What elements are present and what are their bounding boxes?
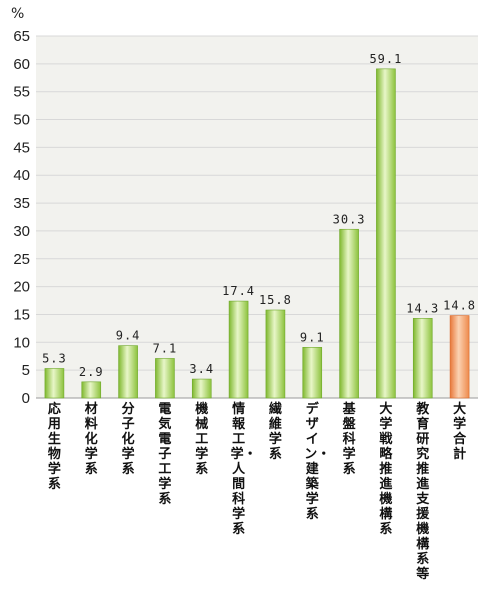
y-tick-label: 55 xyxy=(13,84,30,101)
x-tick-label: 大学戦略推進機構系 xyxy=(379,402,393,537)
x-tick-label: 材料化学系 xyxy=(84,402,98,477)
y-tick-label: 25 xyxy=(13,251,30,268)
y-tick-label: 45 xyxy=(13,139,30,156)
data-label: 3.4 xyxy=(189,362,214,376)
bar xyxy=(265,309,286,399)
bar xyxy=(118,345,138,399)
data-label: 2.9 xyxy=(79,365,104,379)
data-label: 14.3 xyxy=(406,301,439,315)
x-tick-label: 大学合計 xyxy=(453,402,467,462)
x-tick-label: 繊維学系 xyxy=(268,402,282,462)
bar xyxy=(228,300,249,399)
data-label: 9.4 xyxy=(116,329,141,343)
x-tick-label: 分子化学系 xyxy=(121,402,135,477)
y-tick-label: 40 xyxy=(13,167,30,184)
bar xyxy=(376,68,396,399)
y-tick-label: 30 xyxy=(13,223,30,240)
data-label: 30.3 xyxy=(333,212,366,226)
y-tick-label: 50 xyxy=(13,112,30,129)
y-axis-unit: % xyxy=(11,6,25,22)
bar xyxy=(412,318,433,399)
y-tick-label: 10 xyxy=(13,334,30,351)
x-tick-label: 機械工学系 xyxy=(195,402,209,477)
bar xyxy=(155,358,175,399)
y-tick-label: 15 xyxy=(13,306,30,323)
x-tick-label: 教育研究推進支援機構系等 xyxy=(416,402,430,582)
x-tick-label: 情報工学・人間科学系 xyxy=(230,402,257,537)
y-tick-label: 0 xyxy=(22,390,30,407)
x-tick-label: 応用生物学系 xyxy=(47,402,61,492)
y-tick-label: 20 xyxy=(13,279,30,296)
x-tick-label: 電気電子工学系 xyxy=(158,402,172,507)
data-label: 15.8 xyxy=(259,293,292,307)
plot-area xyxy=(36,36,478,398)
y-tick-label: 60 xyxy=(13,56,30,73)
bar xyxy=(339,228,359,399)
bar xyxy=(81,381,102,399)
bar xyxy=(44,368,65,399)
bar xyxy=(191,378,212,399)
data-label: 14.8 xyxy=(443,299,476,313)
x-tick-label: デザイン・建築学系 xyxy=(304,402,331,522)
bar-total xyxy=(449,315,470,399)
data-label: 5.3 xyxy=(42,351,67,365)
y-tick-label: 65 xyxy=(13,28,30,45)
bar xyxy=(302,347,323,399)
data-label: 59.1 xyxy=(369,52,402,66)
data-label: 7.1 xyxy=(153,341,178,355)
data-label: 9.1 xyxy=(300,330,325,344)
y-tick-label: 5 xyxy=(22,362,30,379)
data-label: 17.4 xyxy=(222,284,255,298)
y-tick-label: 35 xyxy=(13,195,30,212)
x-tick-label: 基盤科学系 xyxy=(342,402,356,477)
